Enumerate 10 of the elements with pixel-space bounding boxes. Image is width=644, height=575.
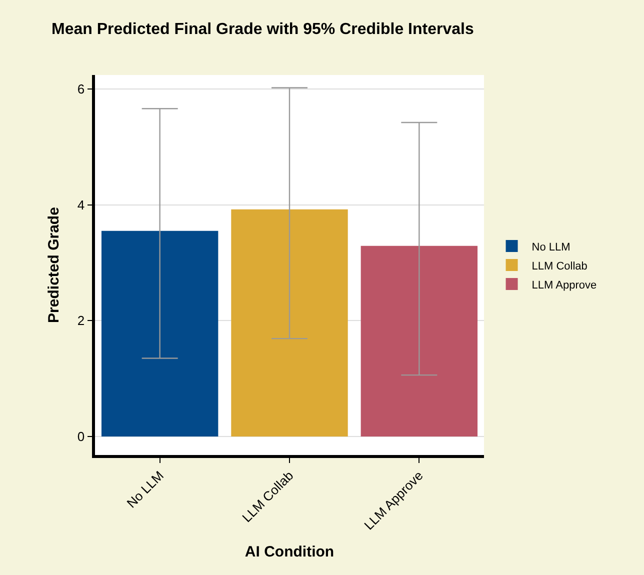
legend-label: LLM Approve	[532, 279, 597, 292]
y-tick-label: 2	[77, 313, 85, 328]
y-tick-label: 6	[77, 81, 85, 96]
y-tick-label: 0	[77, 429, 85, 444]
y-axis-title: Predicted Grade	[46, 207, 63, 323]
chart-title: Mean Predicted Final Grade with 95% Credible Intervals	[52, 21, 474, 38]
legend-label: No LLM	[532, 241, 570, 254]
x-axis-title: AI Condition	[244, 544, 334, 561]
y-tick-label: 4	[77, 197, 85, 212]
legend-label: LLM Collab	[532, 260, 588, 272]
